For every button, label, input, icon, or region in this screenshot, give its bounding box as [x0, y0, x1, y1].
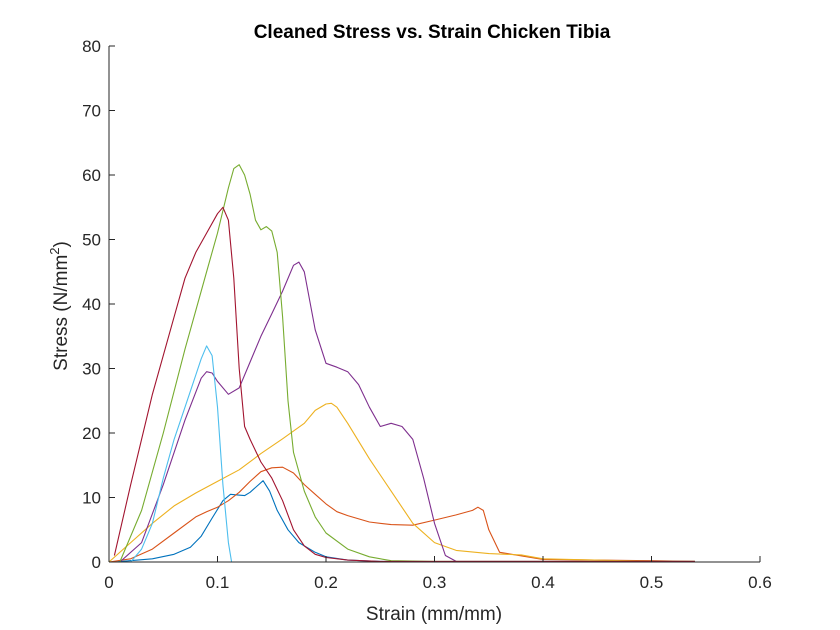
y-tick-label: 20	[82, 424, 101, 443]
series-line-1	[114, 480, 695, 563]
series-line-6	[130, 345, 233, 563]
series-line-5	[119, 164, 695, 563]
y-tick-label: 60	[82, 166, 101, 185]
y-axis-label: Stress (N/mm2)	[47, 241, 72, 371]
y-axis-label-main: Stress (N/mm	[51, 255, 72, 371]
y-tick-label: 30	[82, 360, 101, 379]
plot-series-group	[108, 164, 695, 563]
series-line-2	[108, 466, 695, 563]
x-tick-label: 0.2	[314, 573, 338, 592]
y-tick-label: 0	[92, 553, 101, 572]
x-tick-label: 0.1	[206, 573, 230, 592]
x-tick-label: 0.3	[423, 573, 447, 592]
x-tick-label: 0.4	[531, 573, 555, 592]
series-line-3	[108, 402, 695, 563]
x-tick-label: 0.6	[748, 573, 772, 592]
y-tick-label: 50	[82, 231, 101, 250]
x-tick-label: 0	[104, 573, 113, 592]
y-axis-label-close: )	[51, 241, 72, 247]
y-axis-label-superscript: 2	[47, 247, 62, 254]
y-axis-ticks: 0 10 20 30 40 50 60 70 80	[82, 37, 115, 572]
series-line-4	[119, 261, 695, 563]
x-tick-label: 0.5	[640, 573, 664, 592]
chart-title: Cleaned Stress vs. Strain Chicken Tibia	[254, 22, 611, 43]
y-tick-label: 10	[82, 489, 101, 508]
x-axis-label: Strain (mm/mm)	[366, 604, 502, 625]
y-tick-label: 40	[82, 295, 101, 314]
x-axis-ticks: 0 0.1 0.2 0.3 0.4 0.5 0.6	[104, 556, 772, 592]
y-tick-label: 70	[82, 102, 101, 121]
series-line-7	[113, 206, 695, 562]
y-tick-label: 80	[82, 37, 101, 56]
